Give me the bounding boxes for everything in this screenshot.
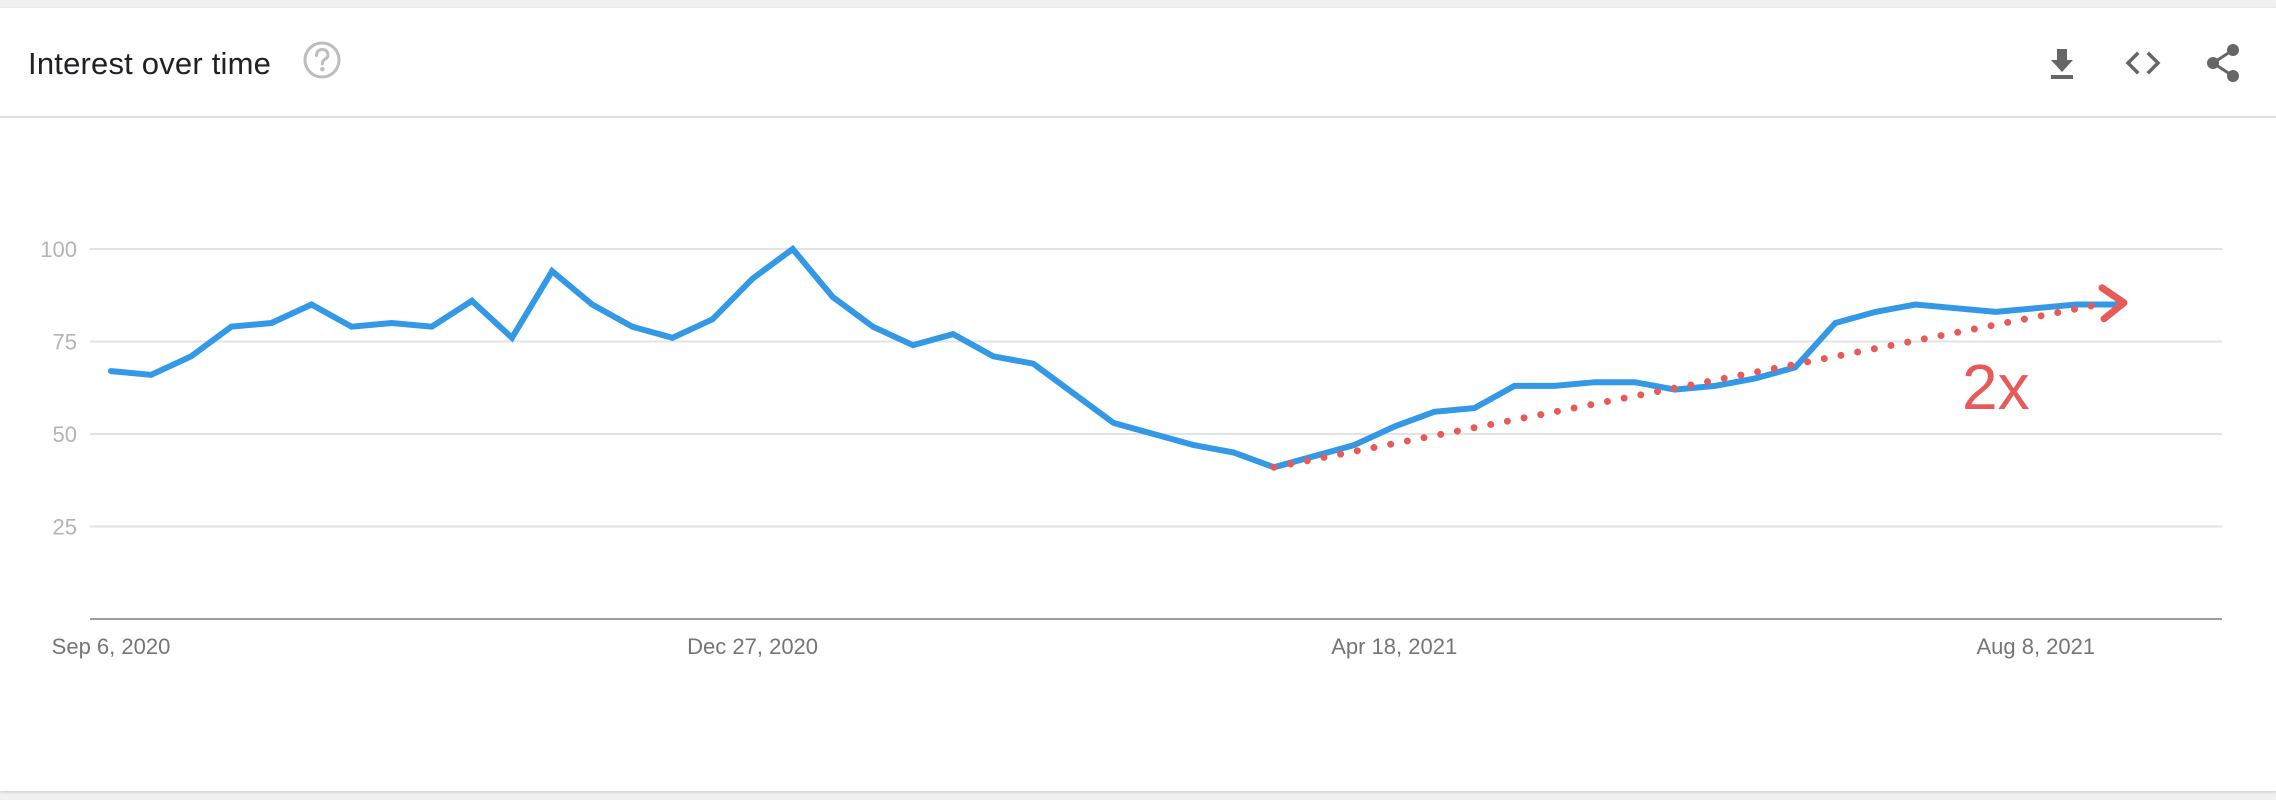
data-point <box>189 354 194 359</box>
data-point <box>830 295 835 300</box>
data-point <box>911 343 915 348</box>
data-point <box>870 324 875 329</box>
y-tick-label: 25 <box>53 515 77 540</box>
data-point <box>710 317 715 322</box>
x-axis: Sep 6, 2020 Dec 27, 2020 Apr 18, 2021 Aug 8… <box>52 618 2222 659</box>
interest-over-time-card: Interest over time 100 75 50 25 <box>0 8 2276 791</box>
data-point <box>1552 383 1557 388</box>
data-point <box>991 354 996 359</box>
data-point <box>1231 450 1236 455</box>
data-point <box>1352 443 1357 448</box>
data-point <box>1472 406 1477 411</box>
data-point <box>269 321 274 325</box>
data-point <box>349 324 354 329</box>
y-tick-label: 75 <box>53 330 77 355</box>
x-tick-label: Aug 8, 2021 <box>1976 634 2095 659</box>
y-tick-label: 50 <box>53 422 77 447</box>
data-point <box>670 335 675 340</box>
data-point <box>1512 383 1517 388</box>
data-point <box>1432 409 1437 414</box>
data-point <box>2033 306 2038 311</box>
data-point <box>389 321 394 325</box>
x-tick-label: Sep 6, 2020 <box>52 634 171 659</box>
data-point <box>469 298 474 303</box>
data-point <box>1151 432 1156 436</box>
share-icon[interactable] <box>2202 42 2244 84</box>
card-header: Interest over time <box>0 8 2276 118</box>
trend-arrowhead <box>2098 284 2128 323</box>
data-point <box>1753 376 1758 381</box>
trend-annotation: 2x <box>1270 284 2128 471</box>
series-layer <box>108 244 2119 471</box>
data-point <box>1913 302 1918 307</box>
x-tick-label: Apr 18, 2021 <box>1331 634 1457 659</box>
data-point <box>1873 309 1878 314</box>
x-tick-label: Dec 27, 2020 <box>687 634 818 659</box>
data-point <box>1993 309 1998 314</box>
data-point <box>229 324 234 329</box>
data-point <box>1071 391 1076 396</box>
data-point <box>1953 306 1958 311</box>
y-tick-label: 100 <box>40 237 77 262</box>
data-point <box>429 324 434 329</box>
help-circle-icon[interactable] <box>302 40 342 80</box>
data-point <box>1191 443 1196 448</box>
interest-line-chart: 100 75 50 25 Sep 6, 2020 Dec 27, 2020 Apr 18,… <box>40 237 2222 659</box>
data-point <box>590 302 595 307</box>
data-point <box>1392 424 1397 429</box>
data-point <box>1713 383 1717 388</box>
download-icon[interactable] <box>2041 42 2083 84</box>
data-point <box>149 372 154 377</box>
data-point <box>309 302 314 307</box>
annotation-label: 2x <box>1962 351 2030 423</box>
data-point <box>510 335 514 340</box>
data-point <box>790 247 795 251</box>
data-point <box>1111 420 1116 425</box>
data-point <box>2073 302 2078 307</box>
data-point <box>1833 321 1838 325</box>
data-point <box>1632 380 1637 385</box>
data-point <box>750 276 755 281</box>
trend-dotted-line <box>1270 300 2106 471</box>
data-point <box>630 324 635 329</box>
data-point <box>951 332 956 337</box>
data-point <box>550 269 555 274</box>
page-title: Interest over time <box>28 46 272 81</box>
data-point <box>109 369 113 374</box>
data-point <box>1312 454 1316 459</box>
grid-lines: 100 75 50 25 <box>40 237 2222 540</box>
data-point <box>1031 361 1036 366</box>
data-point <box>1592 380 1597 385</box>
code-icon[interactable] <box>2122 42 2164 84</box>
